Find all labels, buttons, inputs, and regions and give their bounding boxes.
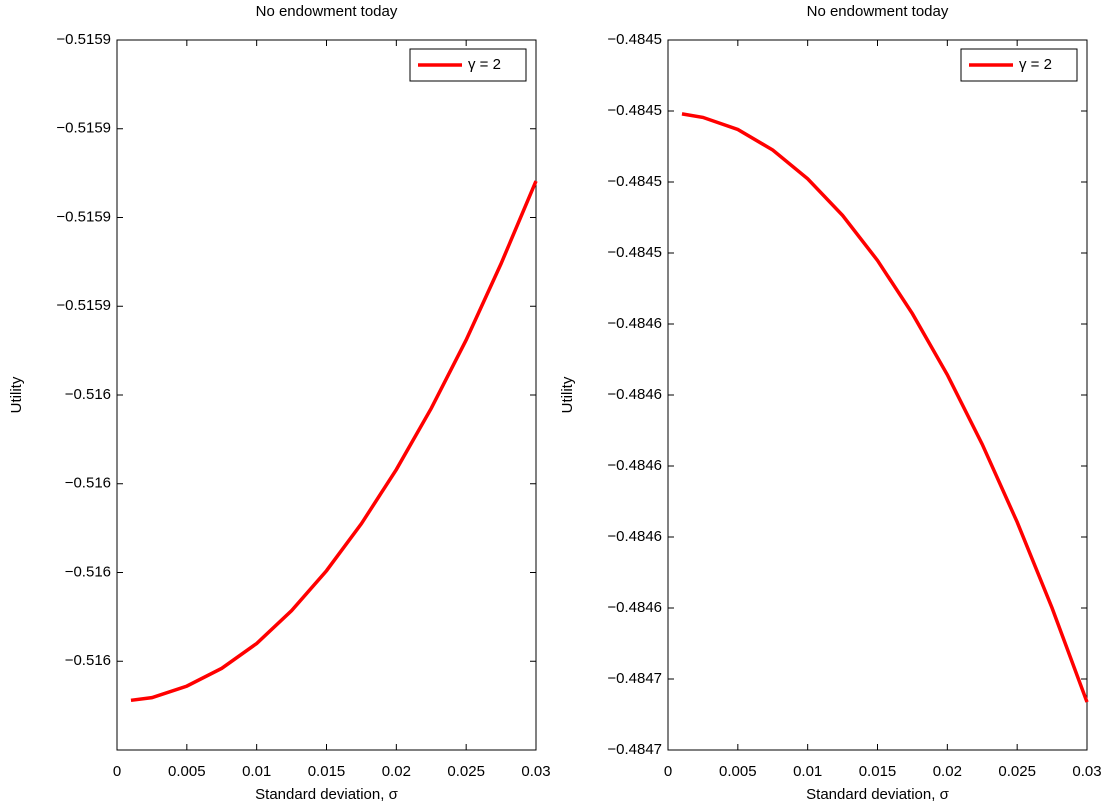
y-axis-label: Utility <box>8 376 25 413</box>
y-tick-label: −0.5159 <box>56 120 111 137</box>
chart-title: No endowment today <box>256 3 398 20</box>
x-axis-label: Standard deviation, σ <box>255 786 398 803</box>
x-tick-label: 0.025 <box>998 763 1036 780</box>
axes-background <box>668 40 1087 750</box>
y-tick-label: −0.4846 <box>607 457 662 474</box>
y-tick-label: −0.4846 <box>607 599 662 616</box>
y-axis-label: Utility <box>559 376 576 413</box>
y-tick-label: −0.516 <box>65 386 111 403</box>
y-tick-label: −0.4845 <box>607 31 662 48</box>
x-tick-label: 0.005 <box>168 763 206 780</box>
y-tick-label: −0.5159 <box>56 31 111 48</box>
y-tick-label: −0.4845 <box>607 102 662 119</box>
x-tick-label: 0.01 <box>793 763 822 780</box>
legend-label: γ = 2 <box>1019 56 1052 73</box>
data-line <box>681 112 1089 703</box>
x-axis-label: Standard deviation, σ <box>806 786 949 803</box>
y-tick-label: −0.5159 <box>56 297 111 314</box>
legend: γ = 2 <box>409 48 527 82</box>
axes-frame <box>116 39 537 751</box>
legend-label: γ = 2 <box>468 56 501 73</box>
axes-frame <box>667 39 1088 751</box>
y-tick-label: −0.4846 <box>607 528 662 545</box>
x-tick-label: 0.005 <box>719 763 757 780</box>
x-tick-label: 0.03 <box>521 763 550 780</box>
legend: γ = 2 <box>960 48 1078 82</box>
x-tick-label: 0.025 <box>447 763 485 780</box>
y-tick-label: −0.4846 <box>607 315 662 332</box>
x-tick-label: 0.02 <box>933 763 962 780</box>
y-tick-label: −0.516 <box>65 652 111 669</box>
chart-title: No endowment today <box>807 3 949 20</box>
x-tick-label: 0 <box>664 763 672 780</box>
x-tick-label: 0.02 <box>382 763 411 780</box>
y-tick-label: −0.4847 <box>607 741 662 758</box>
y-tick-label: −0.516 <box>65 563 111 580</box>
x-tick-label: 0.015 <box>859 763 897 780</box>
y-tick-label: −0.5159 <box>56 208 111 225</box>
y-tick-label: −0.4847 <box>607 670 662 687</box>
x-tick-label: 0 <box>113 763 121 780</box>
data-line <box>130 180 538 703</box>
y-tick-label: −0.4845 <box>607 173 662 190</box>
x-tick-label: 0.03 <box>1072 763 1101 780</box>
y-tick-label: −0.516 <box>65 475 111 492</box>
y-tick-label: −0.4845 <box>607 244 662 261</box>
axes-background <box>117 40 536 750</box>
x-tick-label: 0.015 <box>308 763 346 780</box>
y-tick-label: −0.4846 <box>607 386 662 403</box>
x-tick-label: 0.01 <box>242 763 271 780</box>
